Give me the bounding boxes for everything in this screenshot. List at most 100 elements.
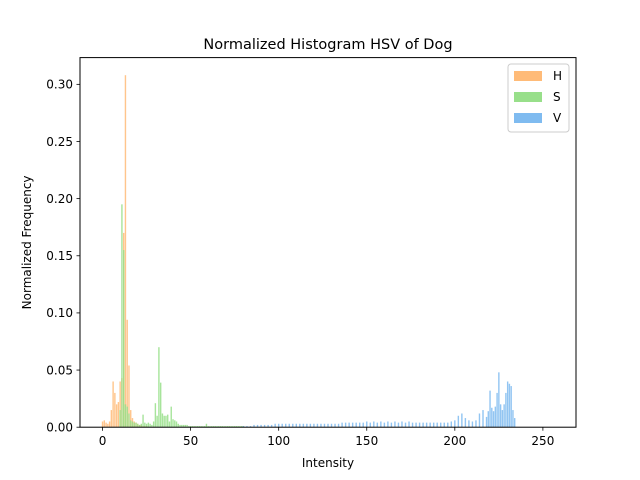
- x-axis-label: Intensity: [302, 456, 354, 470]
- bar-v-18: [306, 423, 308, 428]
- bar-v-57: [443, 422, 445, 428]
- bar-v-81: [506, 381, 509, 428]
- bar-v-52: [425, 422, 428, 428]
- bar-s-43: [195, 426, 197, 428]
- bar-v-42: [390, 422, 393, 428]
- bar-v-9: [274, 423, 276, 428]
- bar-v-22: [320, 423, 322, 428]
- x-axis: 0 50 100 150 200 250: [99, 427, 554, 448]
- bar-s-48: [204, 426, 206, 428]
- bar-v-15: [295, 423, 297, 428]
- bar-h-7: [114, 392, 116, 428]
- bar-s-23: [159, 382, 162, 428]
- bar-h-6: [112, 381, 114, 428]
- x-tick-label: 0: [99, 434, 107, 448]
- bar-h-2: [105, 422, 107, 428]
- bar-v-29: [344, 422, 347, 428]
- bar-s-33: [177, 423, 179, 428]
- bar-s-65: [233, 426, 236, 428]
- bar-v-56: [440, 422, 442, 428]
- bar-v-31: [351, 422, 354, 428]
- bar-v-12: [285, 423, 287, 428]
- bar-s-60: [225, 426, 227, 428]
- legend-swatch-v: [514, 113, 542, 123]
- bar-v-61: [457, 415, 460, 428]
- bar-v-0: [242, 426, 245, 428]
- x-tick-label: 200: [443, 434, 466, 448]
- bar-s-1: [121, 204, 123, 428]
- bar-v-72: [491, 407, 493, 428]
- bar-s-39: [188, 426, 190, 428]
- bar-s-67: [237, 426, 239, 428]
- y-tick-label: 0.00: [46, 421, 73, 435]
- bar-v-20: [313, 423, 315, 428]
- bar-v-70: [487, 411, 489, 428]
- y-tick-label: 0.15: [46, 249, 73, 263]
- bar-v-69: [485, 416, 488, 428]
- bar-s-16: [147, 422, 150, 428]
- y-tick-label: 0.30: [46, 78, 73, 92]
- bar-v-76: [498, 372, 500, 428]
- bar-v-41: [387, 421, 389, 428]
- bar-v-83: [510, 386, 512, 428]
- bar-s-24: [161, 413, 164, 428]
- bar-s-45: [198, 426, 201, 428]
- bar-v-46: [404, 422, 407, 428]
- bar-v-68: [482, 410, 484, 428]
- bar-s-22: [158, 347, 160, 428]
- bar-v-16: [299, 423, 301, 428]
- bar-v-45: [401, 421, 403, 428]
- bar-v-67: [478, 413, 481, 428]
- bar-s-17: [149, 423, 151, 428]
- bar-s-28: [168, 421, 171, 428]
- bar-s-63: [230, 426, 232, 428]
- bar-v-6: [263, 424, 266, 428]
- bar-s-7: [131, 421, 134, 428]
- bar-s-37: [184, 424, 187, 428]
- bar-s-42: [193, 426, 195, 428]
- bar-v-51: [422, 422, 424, 428]
- y-tick-label: 0.05: [46, 363, 73, 377]
- bar-v-78: [501, 410, 504, 428]
- bar-s-6: [130, 420, 132, 428]
- bar-v-7: [267, 424, 269, 428]
- bar-s-68: [239, 426, 241, 428]
- bar-s-50: [207, 426, 209, 428]
- bar-s-32: [175, 421, 178, 428]
- bar-v-49: [415, 422, 417, 428]
- bar-v-39: [380, 421, 382, 428]
- legend: H S V: [507, 63, 570, 133]
- bar-s-20: [154, 403, 157, 428]
- bar-v-43: [394, 421, 396, 428]
- bar-s-0: [119, 410, 121, 428]
- bar-s-34: [179, 424, 181, 428]
- bar-v-36: [369, 422, 371, 428]
- bar-v-24: [327, 423, 329, 428]
- bar-h-5: [110, 410, 113, 428]
- bar-v-47: [408, 421, 410, 428]
- bar-s-21: [156, 415, 158, 428]
- x-tick-label: 100: [267, 434, 290, 448]
- bar-v-2: [249, 426, 252, 428]
- bar-h-10: [119, 381, 121, 428]
- bar-h-3: [107, 423, 109, 428]
- bar-v-25: [330, 423, 333, 428]
- bar-v-38: [376, 422, 379, 428]
- bar-s-15: [145, 423, 148, 428]
- bar-h-0: [101, 421, 104, 428]
- bar-v-64: [468, 420, 470, 428]
- bars-layer: [101, 75, 516, 428]
- bar-v-3: [253, 424, 255, 428]
- bar-v-65: [471, 421, 474, 428]
- bar-v-11: [281, 423, 283, 428]
- bar-v-63: [464, 418, 467, 428]
- bar-s-10: [137, 423, 139, 428]
- legend-label-v: V: [553, 111, 562, 125]
- bar-s-35: [181, 424, 183, 428]
- bar-h-1: [103, 420, 106, 428]
- bar-v-75: [496, 392, 498, 428]
- y-tick-label: 0.25: [46, 135, 73, 149]
- bar-s-2: [122, 250, 125, 428]
- bar-s-19: [152, 421, 155, 428]
- bar-v-74: [494, 406, 497, 428]
